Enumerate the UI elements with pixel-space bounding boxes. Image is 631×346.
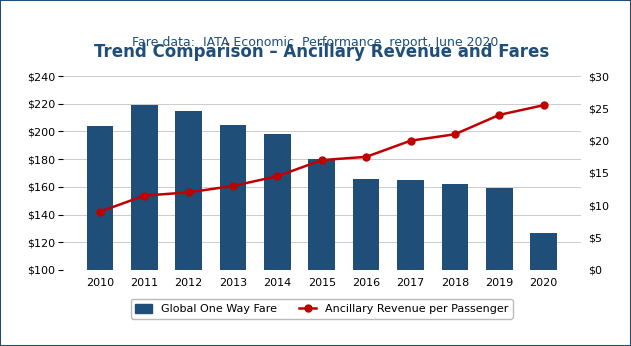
Title: Trend Comparison – Ancillary Revenue and Fares: Trend Comparison – Ancillary Revenue and…: [94, 43, 550, 61]
Legend: Global One Way Fare, Ancillary Revenue per Passenger: Global One Way Fare, Ancillary Revenue p…: [131, 299, 512, 319]
Bar: [398, 180, 424, 346]
Bar: [353, 179, 379, 346]
Bar: [442, 184, 468, 346]
Bar: [175, 111, 202, 346]
Bar: [264, 134, 291, 346]
Bar: [131, 105, 158, 346]
Bar: [486, 188, 512, 346]
Bar: [309, 159, 335, 346]
Bar: [86, 126, 113, 346]
Text: Fare data:  IATA Economic  Performance  report, June 2020: Fare data: IATA Economic Performance rep…: [133, 36, 498, 49]
Bar: [220, 125, 246, 346]
Bar: [531, 233, 557, 346]
